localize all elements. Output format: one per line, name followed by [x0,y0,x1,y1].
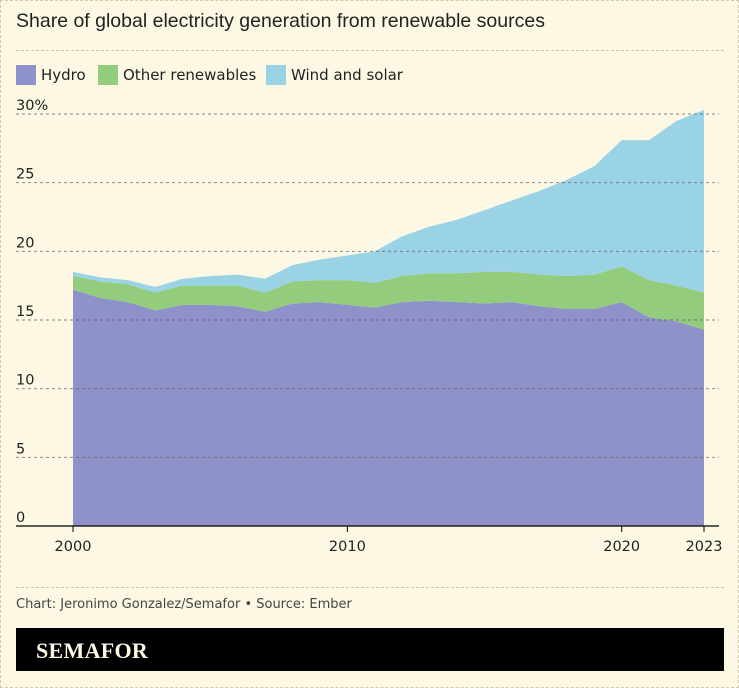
x-tick-label: 2020 [603,539,640,555]
legend-swatch-other-renewables [98,65,118,85]
area-wind-solar [73,109,704,293]
x-tick-label: 2000 [55,539,92,555]
legend-item-other-renewables: Other renewables [98,65,256,85]
legend-item-hydro: Hydro [16,65,86,85]
legend-item-wind-solar: Wind and solar [266,65,403,85]
title-divider [16,50,724,51]
legend-label-wind-solar: Wind and solar [291,66,403,84]
y-tick-label: 15 [16,304,34,320]
area-other-renewables [73,266,704,330]
area-chart: 0 5 10 15 20 25 30% 2000 2010 2020 2023 [16,98,723,555]
semafor-logo: SEMAFOR [36,638,149,663]
legend-swatch-wind-solar [266,65,286,85]
footer-divider [16,587,724,588]
y-tick-label: 0 [16,510,25,526]
chart-credit: Chart: Jeronimo Gonzalez/Semafor • Sourc… [16,597,352,612]
brand-bar: SEMAFOR [16,628,724,671]
y-tick-label: 10 [16,373,34,389]
chart-title: Share of global electricity generation f… [16,10,545,32]
legend-label-other-renewables: Other renewables [123,66,257,84]
y-tick-label: 20 [16,235,34,251]
legend-label-hydro: Hydro [41,66,86,84]
x-tick-label: 2010 [329,539,366,555]
legend-swatch-hydro [16,65,36,85]
y-tick-label: 25 [16,167,34,183]
area-hydro [73,289,704,526]
y-tick-label: 30% [16,98,48,114]
y-tick-label: 5 [16,441,25,457]
x-tick-label: 2023 [686,539,723,555]
